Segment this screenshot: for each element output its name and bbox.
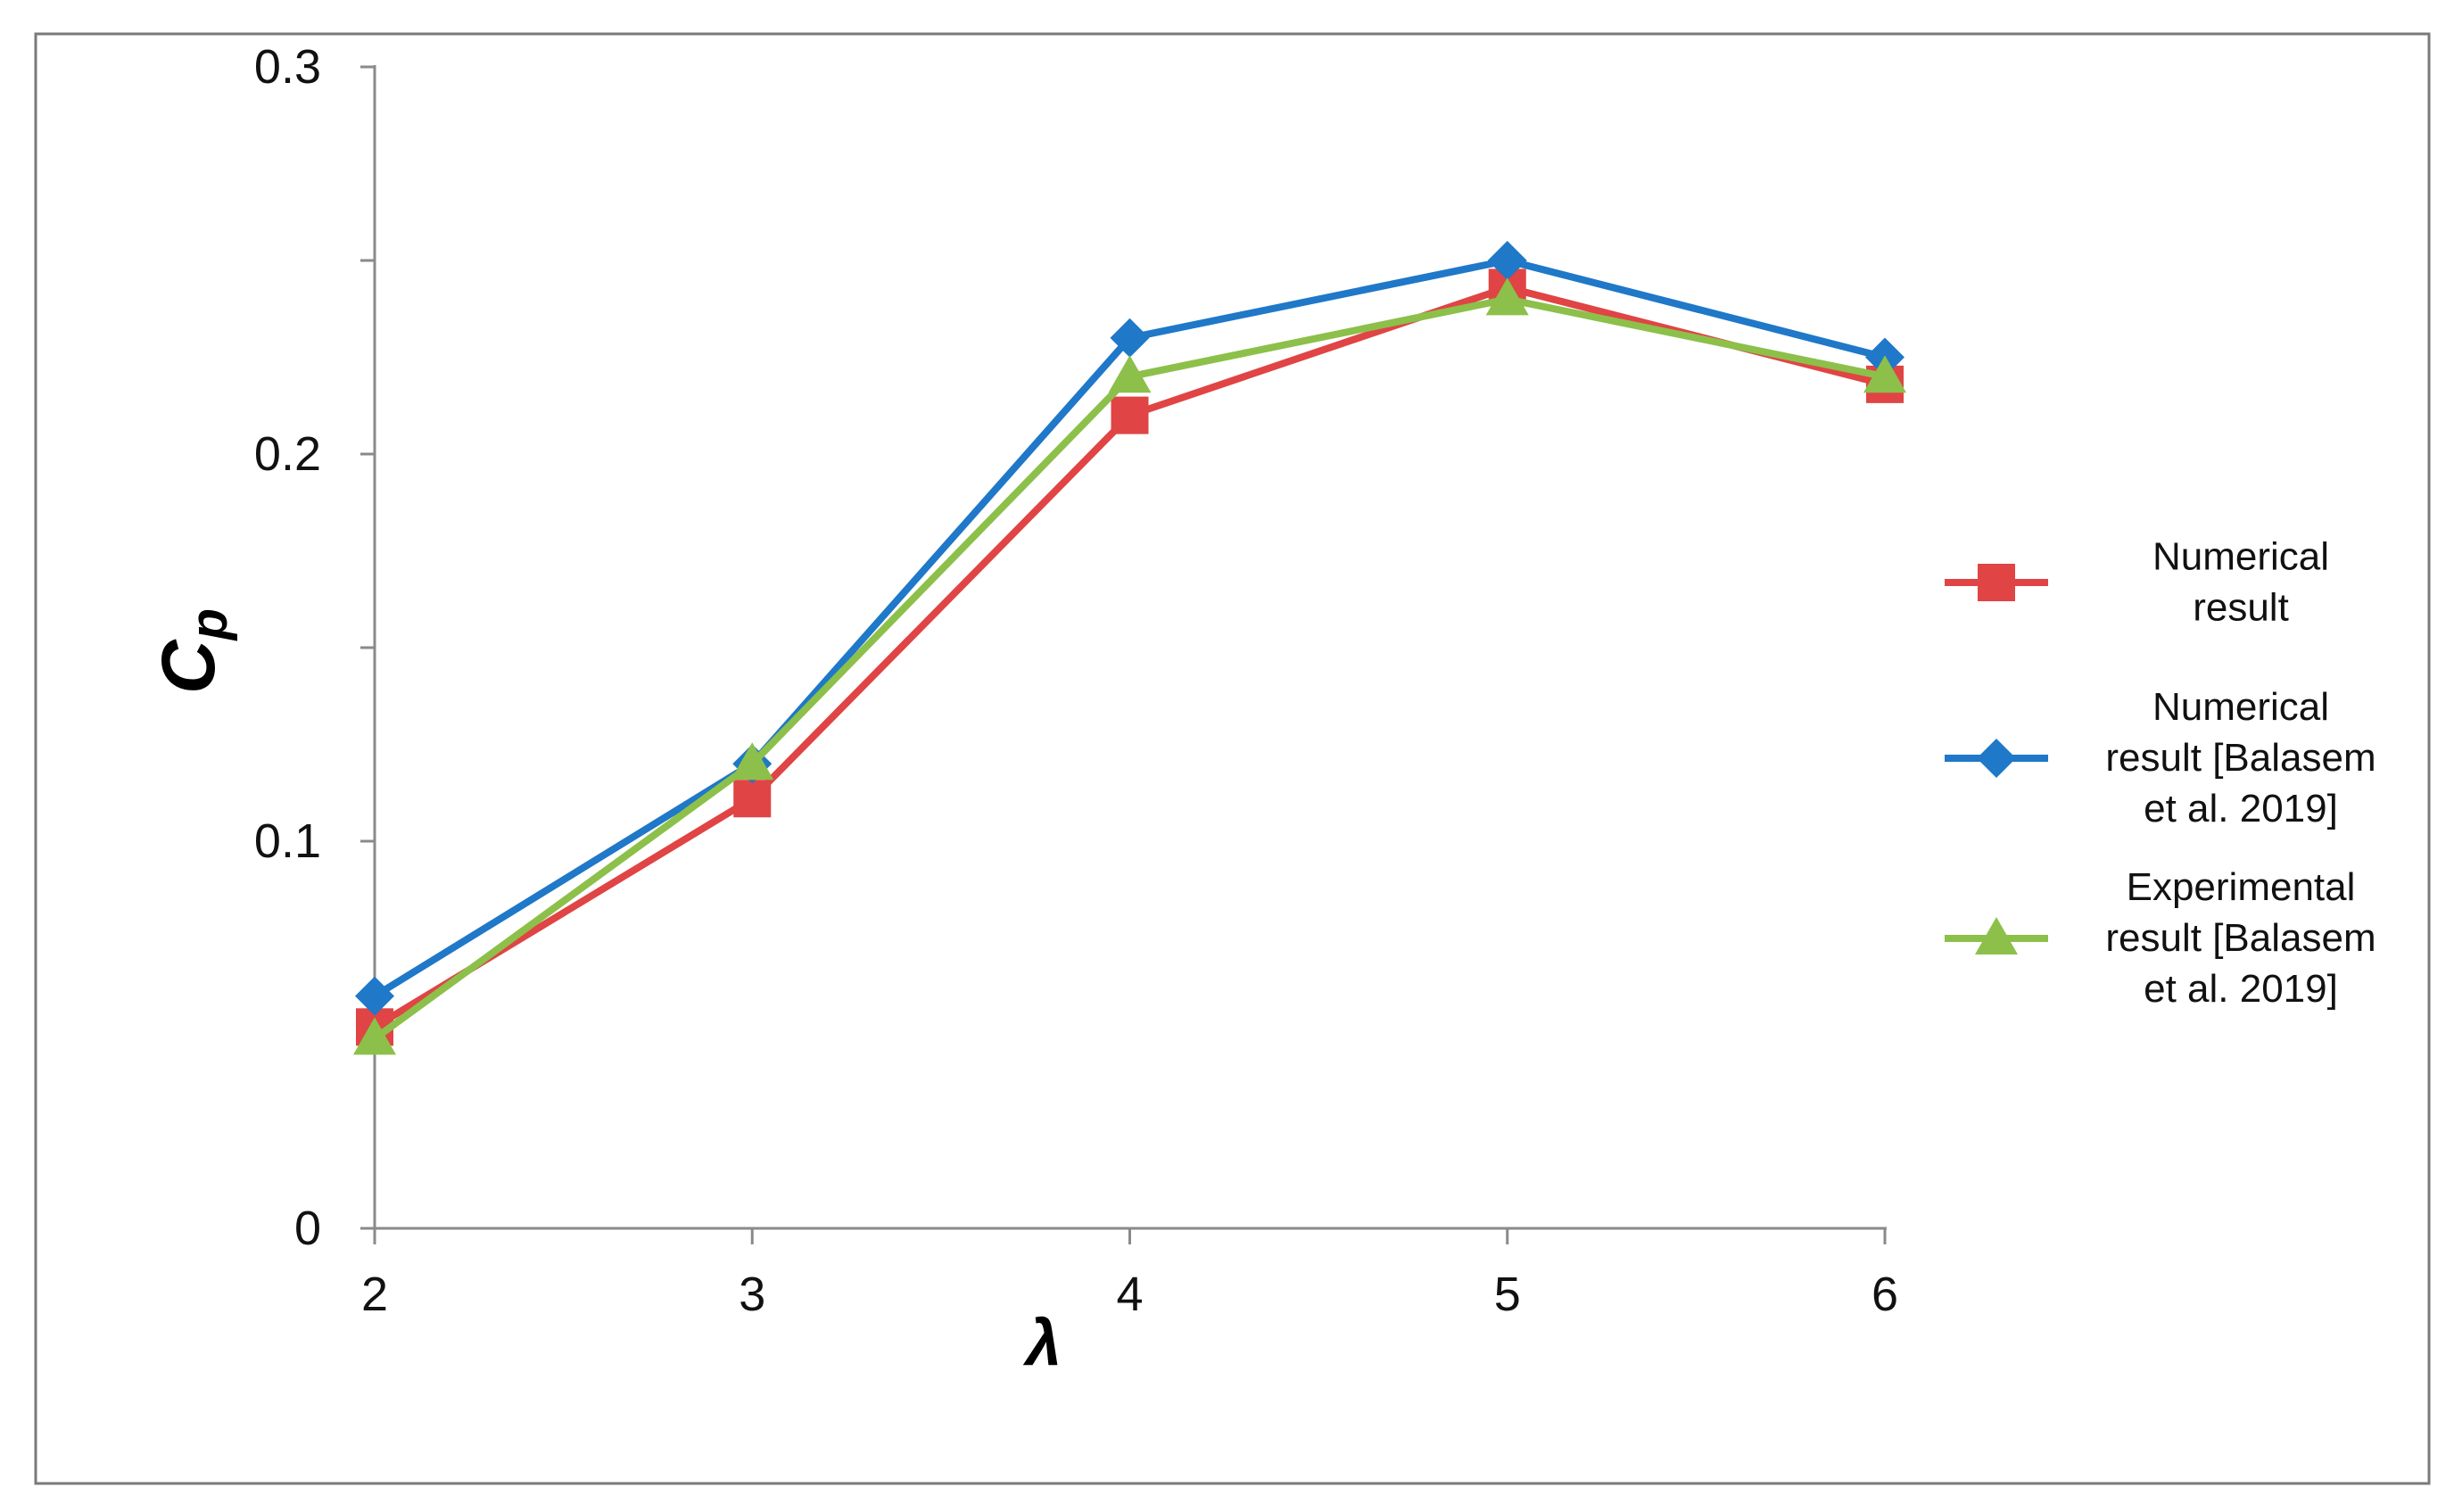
x-tick-label: 4	[1116, 1268, 1143, 1321]
data-point	[1863, 355, 1906, 393]
y-tick-label: 0.2	[254, 427, 321, 481]
legend-swatch-marker	[1977, 739, 2016, 778]
data-point	[1485, 277, 1529, 316]
legend-label: Experimental result [Balasem et al. 2019]	[2105, 865, 2376, 1011]
series-triangle	[353, 277, 1906, 1055]
legend-label: Numerical result	[2152, 535, 2329, 630]
y-axis-title: Cp	[146, 608, 238, 694]
plot-area	[353, 241, 1906, 1055]
y-axis-title-main: C	[146, 639, 230, 694]
x-tick-label: 2	[361, 1268, 388, 1321]
data-point	[353, 1017, 396, 1055]
data-point	[731, 742, 774, 781]
data-point	[1110, 318, 1150, 358]
legend-item: Experimental result [Balasem et al. 2019]	[1945, 865, 2376, 1011]
x-tick-label: 5	[1494, 1268, 1521, 1321]
legend-item: Numerical result [Balasem et al. 2019]	[1945, 685, 2376, 830]
legend: Numerical result Numerical result [Balasem e…	[1945, 535, 2376, 1011]
x-axis-title: λ	[1022, 1308, 1062, 1379]
axes: 0 0.1 0.2 0.3 2 3 4 5 6	[254, 40, 1898, 1321]
y-axis-title-sub: p	[180, 608, 238, 641]
y-tick-label: 0	[294, 1202, 321, 1255]
x-tick-label: 6	[1871, 1268, 1898, 1321]
data-point	[1108, 355, 1152, 393]
legend-swatch-marker	[1978, 564, 2015, 601]
chart-frame	[34, 32, 2431, 1485]
data-point	[1487, 241, 1527, 280]
y-tick-label: 0.3	[254, 40, 321, 94]
data-point	[355, 976, 394, 1016]
legend-label: Numerical result [Balasem et al. 2019]	[2105, 685, 2376, 830]
x-tick-label: 3	[739, 1268, 765, 1321]
legend-item: Numerical result	[1945, 535, 2329, 630]
data-point	[1111, 396, 1149, 434]
y-tick-label: 0.1	[254, 814, 321, 868]
data-point	[733, 780, 772, 818]
legend-swatch-marker	[1975, 917, 2018, 954]
